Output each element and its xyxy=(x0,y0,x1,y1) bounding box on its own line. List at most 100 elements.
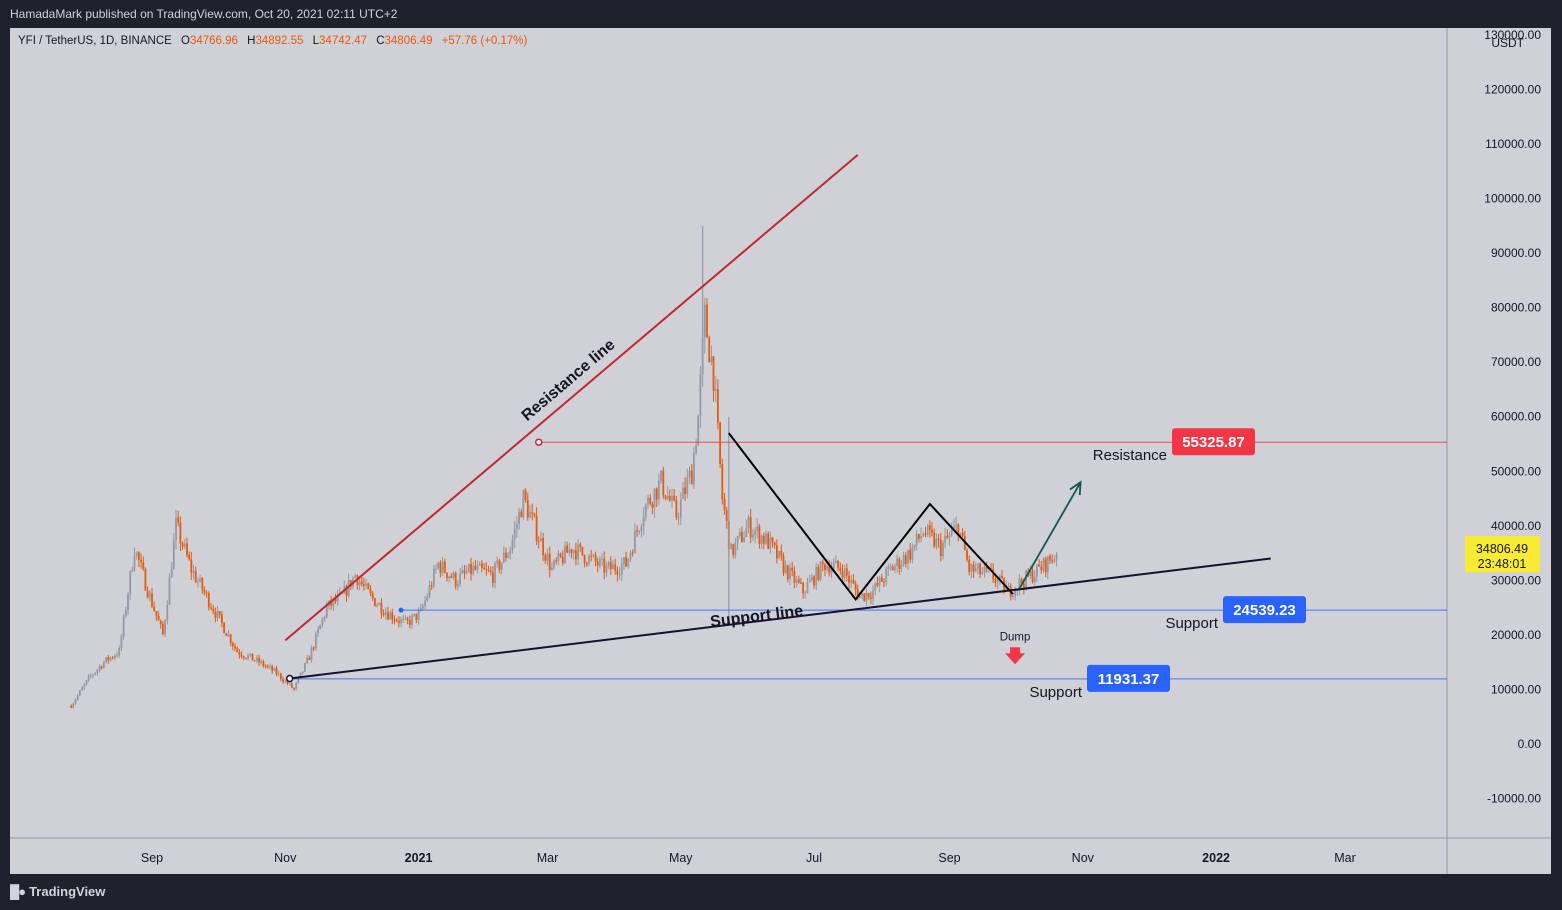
tradingview-logo[interactable]: █● TradingView xyxy=(10,884,105,899)
candle-body xyxy=(804,592,807,594)
candle-body xyxy=(415,613,418,620)
candle-body xyxy=(293,687,295,689)
candle-body xyxy=(553,560,555,568)
resistance-level-badge xyxy=(1172,428,1255,456)
candle-body xyxy=(286,680,289,684)
resistance-level-badge-text: 55325.87 xyxy=(1182,434,1245,451)
candle-body xyxy=(996,579,999,583)
candle-body xyxy=(288,683,291,685)
candle-body xyxy=(540,538,542,542)
candle-body xyxy=(197,581,199,583)
candle-body xyxy=(806,582,809,593)
candle-body xyxy=(1046,556,1049,573)
support-level-lower-badge xyxy=(1087,664,1170,692)
candle-body xyxy=(583,555,586,564)
candle-body xyxy=(878,577,881,586)
candle-body xyxy=(577,544,579,560)
candle-body xyxy=(199,578,201,582)
candle-body xyxy=(609,562,612,570)
candle-body xyxy=(832,563,835,569)
candle-body xyxy=(214,611,217,618)
candle-body xyxy=(714,388,717,391)
candle-body xyxy=(472,565,475,574)
candle-body xyxy=(439,562,442,573)
candle-body xyxy=(758,526,761,544)
candle-body xyxy=(896,558,898,566)
y-tick-label: 80000.00 xyxy=(1491,301,1541,315)
candle-body xyxy=(948,535,951,538)
candle-body xyxy=(306,657,308,664)
x-tick-label: May xyxy=(669,851,693,865)
candle-body xyxy=(284,680,287,682)
candle-body xyxy=(360,581,363,584)
candle-body xyxy=(559,553,562,557)
candle-body xyxy=(935,538,938,547)
candle-body xyxy=(210,607,212,609)
candle-body xyxy=(319,624,322,630)
x-tick-label: Jul xyxy=(806,851,822,865)
candle-body xyxy=(773,542,776,546)
candle-body xyxy=(518,511,520,524)
candle-body xyxy=(430,585,433,587)
candle-body xyxy=(745,527,748,537)
candle-body xyxy=(159,620,162,624)
candle-body xyxy=(172,540,175,570)
candle-body xyxy=(347,580,350,596)
x-tick-label: Sep xyxy=(141,851,163,865)
candle-body xyxy=(891,566,894,571)
candle-body xyxy=(992,569,995,580)
symbol-legend: YFI / TetherUS, 1D, BINANCE O34766.96 H3… xyxy=(18,35,527,47)
candle-body xyxy=(926,525,929,535)
candle-body xyxy=(400,619,402,623)
candle-body xyxy=(874,583,877,591)
candle-body xyxy=(109,657,112,661)
candle-body xyxy=(653,488,656,508)
y-tick-label: 60000.00 xyxy=(1491,410,1541,424)
support-trendline-anchor xyxy=(285,674,294,683)
candle-body xyxy=(1055,554,1058,559)
candle-body xyxy=(752,534,754,538)
resistance-caption: Resistance xyxy=(1093,447,1167,464)
candle-body xyxy=(607,562,610,566)
candle-body xyxy=(380,603,383,614)
candle-body xyxy=(959,532,962,537)
candle-body xyxy=(487,569,490,571)
candle-body xyxy=(631,552,634,554)
candle-body xyxy=(72,703,75,708)
chart-area[interactable]: 55325.87 24539.23 11931.37 Resistance Suppor… xyxy=(10,28,1551,874)
candle-body xyxy=(535,516,538,541)
candle-body xyxy=(177,517,180,523)
candle-body xyxy=(387,612,389,620)
candle-body xyxy=(266,666,269,668)
candle-body xyxy=(170,569,173,577)
candle-body xyxy=(638,531,641,532)
candle-body xyxy=(981,572,984,575)
price-chart[interactable]: 55325.87 24539.23 11931.37 Resistance Suppor… xyxy=(10,28,1551,874)
candle-body xyxy=(516,523,518,529)
candle-body xyxy=(767,533,770,549)
candle-body xyxy=(135,552,138,556)
candle-body xyxy=(457,583,459,587)
candle-body xyxy=(603,558,606,573)
candle-body xyxy=(557,553,560,562)
candle-body xyxy=(245,657,247,659)
candle-body xyxy=(795,579,798,584)
candle-body xyxy=(546,553,549,561)
candle-body xyxy=(998,575,1001,580)
candle-body xyxy=(483,567,485,570)
candle-body xyxy=(660,470,662,481)
candle-body xyxy=(592,554,595,556)
candle-body xyxy=(634,530,636,554)
candle-body xyxy=(247,655,249,659)
candle-body xyxy=(931,529,933,533)
candle-body xyxy=(747,517,750,528)
candle-body xyxy=(983,566,986,573)
candle-body xyxy=(913,544,916,548)
candle-body xyxy=(623,557,625,565)
candle-body xyxy=(1014,589,1016,596)
candle-body xyxy=(671,495,673,501)
candle-body xyxy=(575,550,577,560)
candle-body xyxy=(146,590,149,598)
candle-body xyxy=(304,663,306,672)
candle-body xyxy=(655,488,658,500)
